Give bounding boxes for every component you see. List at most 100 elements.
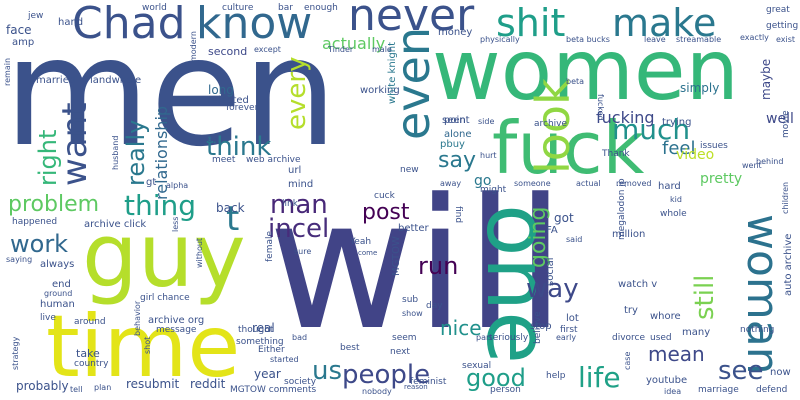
word: will bbox=[268, 161, 566, 370]
word: good bbox=[466, 364, 526, 392]
word: come bbox=[358, 249, 378, 257]
word: lot bbox=[566, 313, 579, 324]
word: man bbox=[270, 190, 328, 220]
word: seriously bbox=[488, 333, 529, 343]
word: t bbox=[226, 199, 240, 239]
word: money bbox=[438, 27, 473, 38]
word: archive org bbox=[148, 315, 205, 326]
word: social bbox=[545, 257, 556, 286]
word: year bbox=[254, 367, 281, 381]
word: make bbox=[612, 1, 717, 45]
word: husband bbox=[111, 135, 120, 170]
word: shot bbox=[143, 336, 152, 354]
word: back bbox=[216, 201, 245, 215]
word: mind bbox=[288, 179, 314, 190]
word: second bbox=[208, 45, 248, 58]
word: hard bbox=[658, 181, 681, 192]
word: saying bbox=[6, 255, 33, 264]
word: try bbox=[624, 305, 638, 316]
word: sure bbox=[294, 247, 312, 256]
word: side bbox=[478, 117, 495, 126]
word: video bbox=[676, 147, 715, 163]
word: bar bbox=[278, 3, 293, 13]
word: hand bbox=[58, 17, 84, 28]
word: Tinder bbox=[328, 45, 354, 54]
word: nice bbox=[440, 316, 482, 340]
word: case bbox=[623, 351, 632, 370]
word: FA bbox=[546, 225, 558, 236]
word: children bbox=[781, 181, 790, 214]
word: go bbox=[474, 173, 492, 189]
word: gt bbox=[146, 177, 157, 188]
word: hurt bbox=[480, 151, 497, 160]
word: long bbox=[208, 83, 234, 97]
word: removed bbox=[616, 179, 652, 188]
word: fucking bbox=[596, 108, 655, 127]
word: see bbox=[718, 356, 764, 386]
word: probably bbox=[16, 379, 69, 393]
word: without bbox=[195, 237, 204, 268]
word: defend bbox=[756, 385, 788, 395]
word: Chad bbox=[72, 0, 186, 49]
word: marriage bbox=[698, 385, 739, 395]
word: archive bbox=[534, 119, 568, 129]
word: tell bbox=[70, 385, 83, 394]
word: modern bbox=[189, 31, 198, 62]
word: behavior bbox=[133, 300, 142, 336]
word: divorce bbox=[612, 333, 646, 343]
word: never bbox=[348, 0, 475, 41]
word: archive click bbox=[84, 219, 147, 230]
word: leave bbox=[644, 35, 666, 44]
word: find bbox=[453, 206, 463, 224]
word: web archive bbox=[246, 155, 301, 165]
word: believe bbox=[533, 311, 543, 344]
word: sexual bbox=[462, 361, 492, 371]
word: reddit bbox=[190, 377, 226, 391]
word: still bbox=[690, 274, 720, 320]
word: show bbox=[402, 309, 423, 318]
word: reason bbox=[404, 383, 428, 391]
word: always bbox=[40, 259, 75, 270]
word: got bbox=[554, 211, 574, 225]
word: know bbox=[196, 0, 313, 49]
word: many bbox=[682, 327, 711, 338]
word: less bbox=[171, 216, 180, 232]
word: woman bbox=[737, 214, 788, 375]
word: day bbox=[426, 301, 443, 311]
word: now bbox=[770, 367, 791, 378]
word: issues bbox=[700, 141, 728, 151]
word: guy bbox=[82, 204, 246, 307]
word: youtube bbox=[646, 375, 688, 386]
word: around bbox=[74, 317, 106, 327]
word: every bbox=[282, 56, 312, 130]
word: enough bbox=[304, 3, 338, 13]
word: think bbox=[206, 132, 272, 162]
word: Thank bbox=[602, 149, 630, 159]
word: exactly bbox=[740, 33, 769, 42]
word: work bbox=[10, 230, 69, 258]
word: people bbox=[342, 360, 431, 390]
word: beta bucks bbox=[566, 35, 610, 44]
word: idea bbox=[664, 387, 682, 396]
word: whore bbox=[650, 311, 681, 322]
word: rejected bbox=[208, 95, 249, 106]
word: right bbox=[34, 129, 62, 186]
word: seen bbox=[442, 115, 466, 126]
word: problem bbox=[8, 192, 100, 217]
word: men bbox=[4, 6, 338, 180]
word: new bbox=[400, 165, 419, 175]
word: used bbox=[650, 333, 672, 343]
word: strategy bbox=[11, 336, 20, 370]
word: MGTOW bbox=[391, 236, 402, 276]
word: face bbox=[6, 23, 32, 37]
word: said bbox=[566, 235, 583, 244]
word: simply bbox=[680, 81, 720, 95]
word: might bbox=[480, 185, 507, 195]
word: incel bbox=[268, 214, 330, 244]
word: end bbox=[52, 279, 71, 290]
word: meet bbox=[212, 155, 236, 165]
word: beta bbox=[566, 77, 585, 86]
word: pbuy bbox=[440, 139, 465, 150]
word: plan bbox=[94, 383, 112, 392]
